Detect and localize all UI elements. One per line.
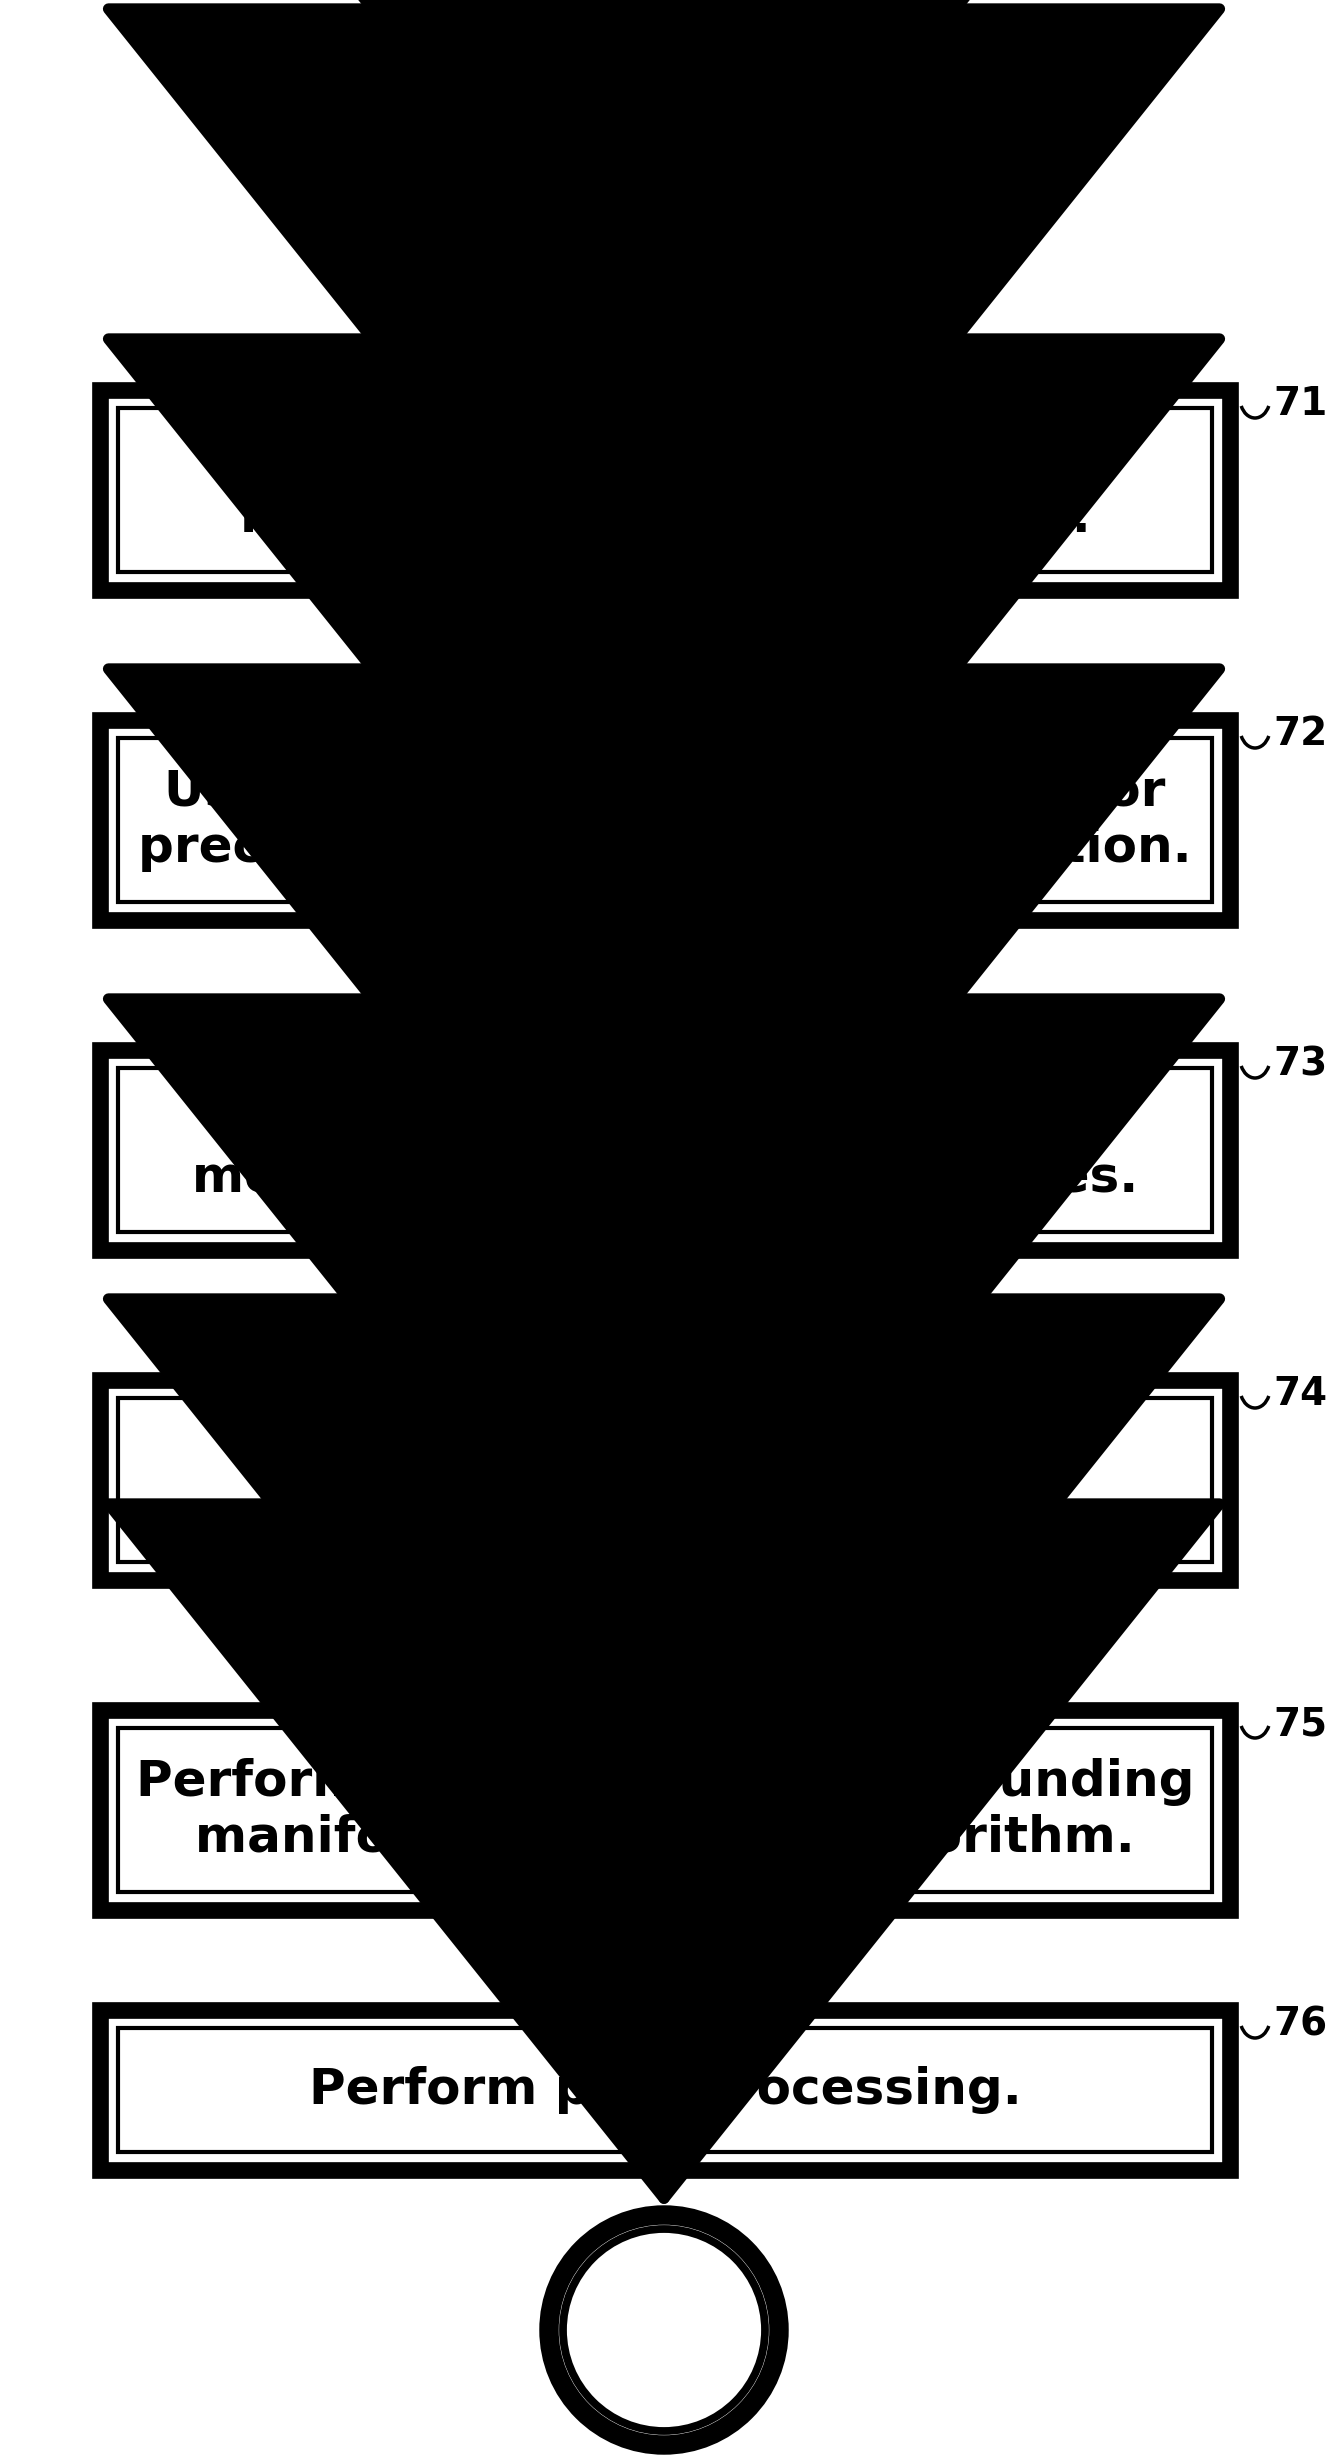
Text: Use anisotropic Gaussian model for
precise estimation of target location.: Use anisotropic Gaussian model for preci… xyxy=(138,768,1192,872)
Ellipse shape xyxy=(549,29,779,260)
Text: Perform post processing.: Perform post processing. xyxy=(308,2067,1022,2114)
Text: 74: 74 xyxy=(1273,1375,1328,1414)
Bar xyxy=(100,719,1231,921)
Bar xyxy=(118,2028,1212,2153)
Bar xyxy=(118,1728,1212,1893)
Ellipse shape xyxy=(563,44,766,246)
Bar xyxy=(100,390,1231,589)
Text: Provide approximate
locations of target structures.: Provide approximate locations of target … xyxy=(239,437,1090,543)
Bar xyxy=(118,739,1212,901)
Text: Warp ellipsoids from Gaussian
model into 3D spherical surfaces.: Warp ellipsoids from Gaussian model into… xyxy=(191,1097,1138,1203)
Text: Construct bounding manifold
from the warped 3D image.: Construct bounding manifold from the war… xyxy=(254,1429,1076,1532)
Ellipse shape xyxy=(549,2214,779,2445)
Ellipse shape xyxy=(563,2229,766,2430)
Bar xyxy=(118,1068,1212,1232)
Bar xyxy=(100,1380,1231,1581)
Bar xyxy=(118,408,1212,572)
Text: Perform cluster analysis on bounding
manifold using an E-M algorithm.: Perform cluster analysis on bounding man… xyxy=(136,1758,1195,1861)
Text: 75: 75 xyxy=(1273,1706,1328,1743)
Bar xyxy=(100,2011,1231,2170)
Text: 71: 71 xyxy=(1273,385,1328,422)
Bar xyxy=(100,1711,1231,1910)
Bar xyxy=(118,1397,1212,1561)
Bar xyxy=(100,1051,1231,1250)
Text: 76: 76 xyxy=(1273,2006,1328,2043)
Text: 73: 73 xyxy=(1273,1046,1328,1083)
Text: 72: 72 xyxy=(1273,714,1328,754)
